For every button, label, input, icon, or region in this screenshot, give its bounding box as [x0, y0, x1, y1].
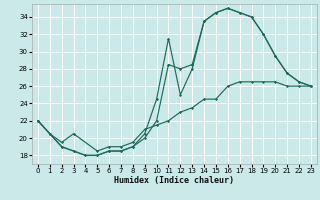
X-axis label: Humidex (Indice chaleur): Humidex (Indice chaleur): [115, 176, 234, 185]
